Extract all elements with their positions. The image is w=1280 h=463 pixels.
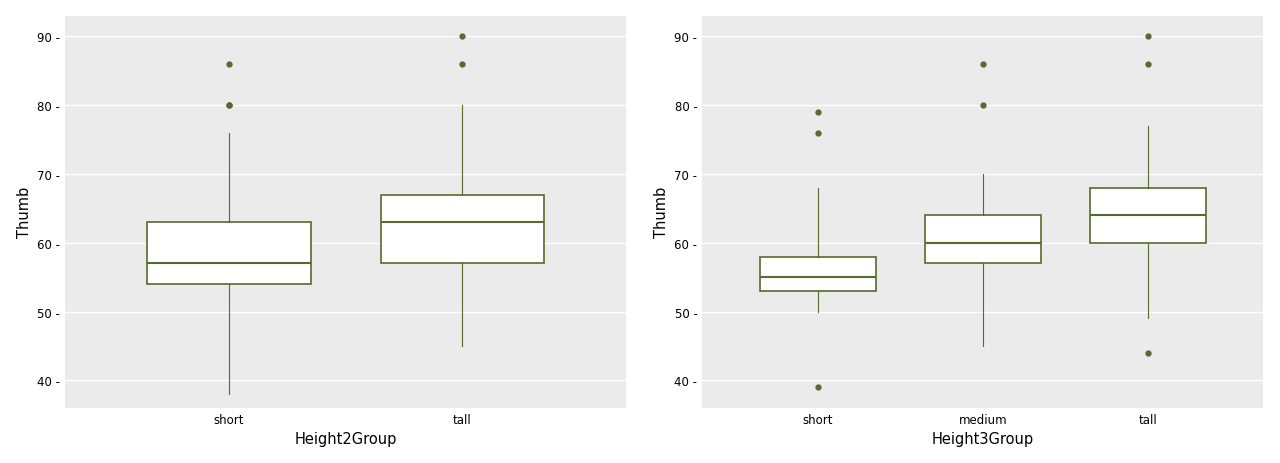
PathPatch shape [1091,188,1206,243]
X-axis label: Height2Group: Height2Group [294,432,397,446]
X-axis label: Height3Group: Height3Group [932,432,1034,446]
Y-axis label: Thumb: Thumb [654,187,669,238]
Y-axis label: Thumb: Thumb [17,187,32,238]
PathPatch shape [925,216,1041,264]
PathPatch shape [380,195,544,264]
PathPatch shape [147,223,311,284]
PathPatch shape [760,257,876,291]
